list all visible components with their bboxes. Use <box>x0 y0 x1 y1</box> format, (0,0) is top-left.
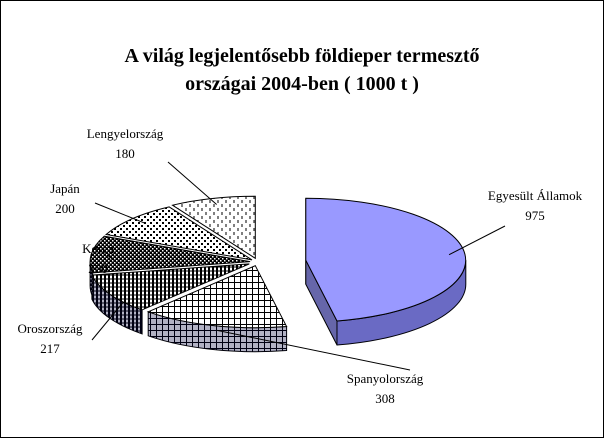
slice <box>91 263 250 311</box>
category-label: Korea <box>82 241 114 256</box>
slice-side-shade <box>90 261 93 297</box>
chart-title: országai 2004-ben ( 1000 t ) <box>185 73 419 95</box>
value-label: 200 <box>88 261 108 276</box>
chart-title: A világ legjelentősebb földieper termesz… <box>124 45 479 67</box>
category-label: Oroszország <box>18 321 83 336</box>
slice-side-shade <box>91 275 143 334</box>
value-label: 975 <box>525 208 545 223</box>
leader-line <box>448 225 506 256</box>
slice-side-shade <box>148 311 287 352</box>
category-label: Egyesült Államok <box>488 188 583 203</box>
category-label: Spanyolország <box>347 371 424 386</box>
slice <box>171 195 256 260</box>
slice <box>146 265 288 329</box>
leader-line <box>91 301 124 341</box>
value-label: 180 <box>115 146 135 161</box>
leader-line <box>216 329 411 371</box>
leader-line <box>167 161 217 205</box>
value-label: 200 <box>55 201 75 216</box>
leader-line <box>94 202 145 224</box>
slice-side-shade <box>337 260 466 345</box>
leader-line <box>106 254 121 266</box>
slice <box>104 206 253 261</box>
value-label: 217 <box>40 341 60 356</box>
slice <box>305 197 467 322</box>
category-label: Japán <box>50 181 80 196</box>
slice <box>89 235 251 274</box>
value-label: 308 <box>375 391 395 406</box>
category-label: Lengyelország <box>87 126 164 141</box>
